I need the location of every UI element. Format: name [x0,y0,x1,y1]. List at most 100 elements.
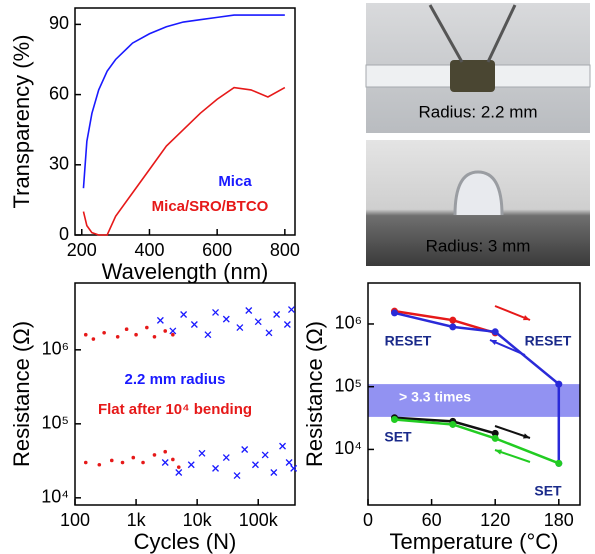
point [204,331,212,339]
point [163,449,168,454]
y-tick-label: 90 [49,13,69,33]
band [368,384,580,417]
arrow-head [495,449,502,455]
point [283,321,291,328]
series-line [394,418,560,465]
annotation: RESET [385,333,432,349]
point [141,460,145,465]
point [555,380,563,388]
point [491,429,499,437]
y-tick-label: 10⁶ [335,313,362,333]
point [261,451,269,459]
arrow-head [523,433,530,439]
point [285,459,293,466]
plot-frame [74,7,296,236]
point [109,458,114,463]
point [491,434,499,442]
point [175,469,183,476]
point [163,329,168,333]
point [279,442,286,450]
y-tick-label: 60 [49,83,69,103]
photo-label: Radius: 3 mm [426,236,531,255]
x-tick-label: 100k [239,510,279,530]
x-axis-label: Wavelength (nm) [102,259,269,284]
point [115,334,120,339]
plot-frame [74,282,296,506]
point [152,334,157,339]
legend-entry: Flat after 10⁴ bending [98,401,252,418]
x-tick-label: 1k [127,510,147,530]
point [449,323,457,331]
point [233,472,241,480]
y-tick-label: 10⁴ [334,438,362,458]
y-tick-label: 30 [49,154,69,174]
point [134,332,138,337]
point [236,324,244,332]
y-tick-label: 10⁴ [41,487,69,507]
point [145,325,149,330]
point [83,332,88,337]
point [102,330,106,335]
point [171,332,175,337]
legend-entry: Mica [218,173,252,190]
photo-bottom: Radius: 3 mm [366,140,590,266]
x-tick-label: 200 [67,240,97,260]
point [222,454,230,462]
photo-top: Radius: 2.2 mm [365,3,591,133]
point [198,449,206,457]
point [245,307,253,314]
y-axis-label: Resistance (Ω) [302,321,327,467]
y-axis-label: Resistance (Ω) [9,321,34,467]
point [156,316,164,324]
point [91,337,96,341]
x-tick-label: 600 [202,240,232,260]
point [120,460,125,465]
point [131,455,136,460]
y-axis-label: Transparency (%) [9,34,34,208]
x-tick-label: 0 [363,510,373,530]
plot-frame [367,282,581,506]
point [187,461,195,469]
point [212,308,219,316]
legend-entry: 2.2 mm radius [125,371,226,388]
annotation: > 3.3 times [399,389,471,405]
point [212,464,219,472]
y-tick-label: 10⁵ [335,375,362,395]
y-tick-label: 10⁶ [42,339,69,359]
point [169,327,177,335]
x-tick-label: 100 [60,510,90,530]
point [171,457,175,462]
annotation: RESET [525,333,572,349]
point [222,315,230,323]
point [97,462,102,467]
point [180,311,188,318]
annotation: SET [384,429,412,445]
x-tick-label: 10k [183,510,213,530]
point [251,461,259,469]
point [176,465,181,469]
point [83,460,88,465]
point [391,309,398,317]
point [270,469,278,476]
point [290,464,298,472]
legend-entry: Mica/SRO/BTCO [152,198,269,215]
series-line [82,86,286,236]
point [449,316,457,324]
y-tick-label: 0 [59,224,69,244]
x-axis-label: Cycles (N) [134,529,237,554]
photo-label: Radius: 2.2 mm [418,102,537,121]
point [273,311,281,318]
point [287,306,295,314]
x-tick-label: 180 [544,510,574,530]
series-line [82,14,285,189]
point [124,327,129,332]
x-tick-label: 800 [270,240,300,260]
x-tick-label: 400 [134,240,164,260]
y-tick-label: 10⁵ [42,413,69,433]
arrow-head [490,340,497,346]
x-axis-label: Temperature (°C) [390,529,559,554]
point [449,420,457,428]
point [241,446,249,453]
point [555,459,563,467]
